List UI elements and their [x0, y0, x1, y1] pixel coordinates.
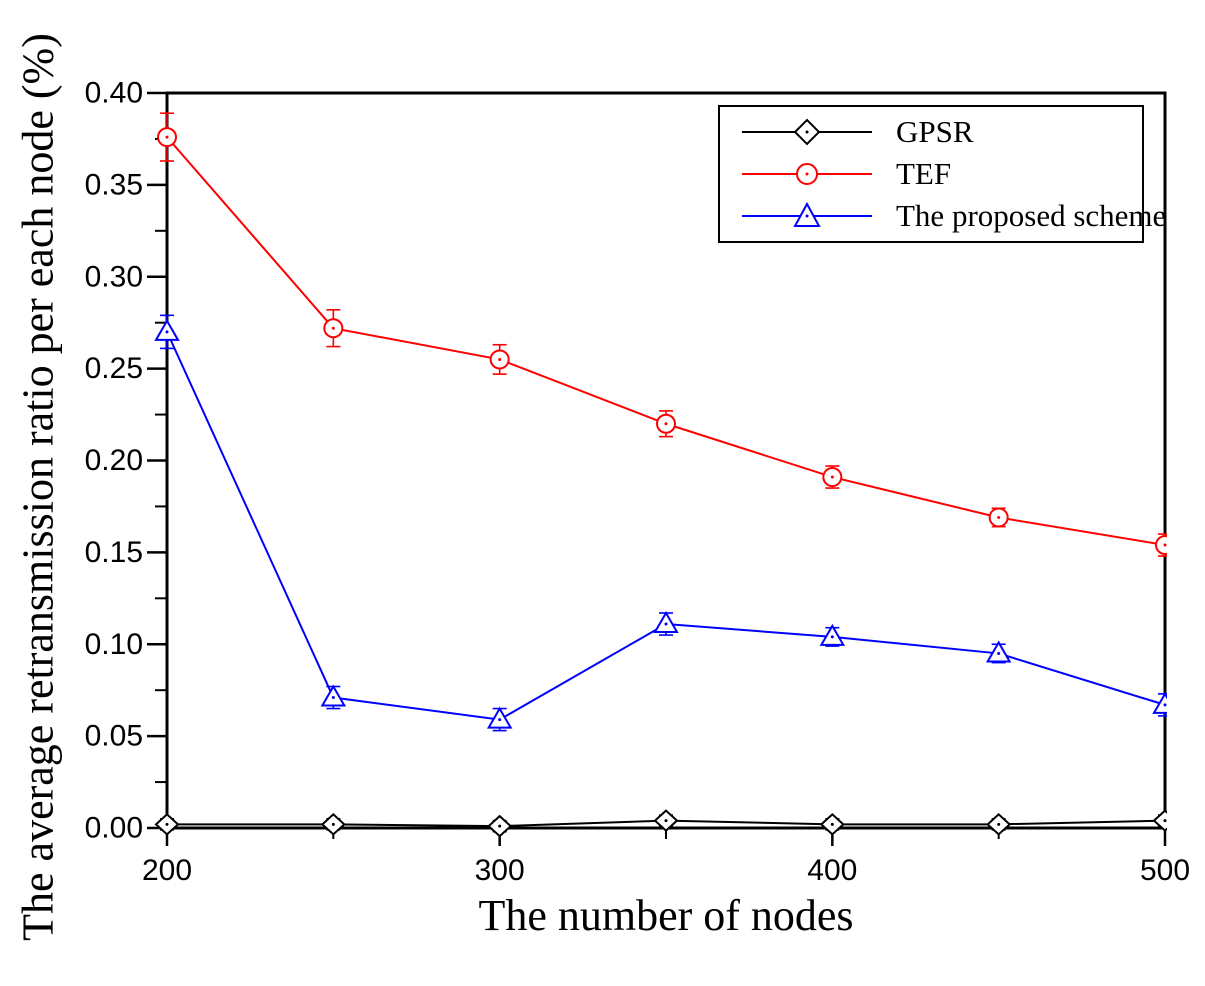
- y-tick-label: 0.35: [85, 168, 143, 201]
- legend-item-proposed: The proposed scheme: [740, 196, 1166, 236]
- marker-center-dot: [498, 357, 502, 361]
- marker-center-dot: [664, 819, 668, 823]
- y-tick-label: 0.25: [85, 352, 143, 385]
- diamond-marker: [1152, 809, 1167, 833]
- marker-center-dot: [997, 515, 1001, 519]
- series-line: [166, 331, 1166, 721]
- y-tick-label: 0.30: [85, 260, 143, 293]
- marker-center-dot: [331, 326, 335, 330]
- y-tick-label: 0.05: [85, 720, 143, 753]
- triangle-marker: [1152, 691, 1167, 714]
- legend-sample-gpsr: [742, 118, 872, 146]
- marker-center-dot: [830, 475, 834, 479]
- marker-center-dot: [664, 622, 668, 626]
- marker-center-dot: [165, 822, 169, 826]
- x-tick-label: 500: [1140, 854, 1190, 887]
- circle-marker: [1155, 535, 1167, 556]
- x-tick-label: 300: [475, 854, 525, 887]
- y-tick-label: 0.10: [85, 628, 143, 661]
- marker-center-dot: [997, 822, 1001, 826]
- y-tick-label: 0.20: [85, 444, 143, 477]
- legend-label-gpsr: GPSR: [896, 114, 974, 149]
- marker-center-dot: [1163, 543, 1167, 547]
- legend: GPSR TEF The proposed scheme: [718, 105, 1166, 243]
- y-tick-label: 0.40: [85, 77, 143, 110]
- x-axis-title: The number of nodes: [478, 891, 854, 940]
- legend-item-tef: TEF: [740, 154, 1142, 194]
- x-tick-label: 200: [142, 854, 192, 887]
- marker-center-dot: [830, 822, 834, 826]
- y-tick-label: 0.15: [85, 536, 143, 569]
- marker-center-dot: [805, 172, 809, 176]
- series-gpsr: [154, 809, 1167, 838]
- marker-center-dot: [331, 696, 335, 700]
- marker-center-dot: [165, 330, 169, 334]
- legend-sample-tef: [742, 163, 872, 185]
- legend-label-tef: TEF: [896, 156, 952, 191]
- series-tef: [157, 112, 1167, 557]
- marker-center-dot: [805, 130, 809, 134]
- marker-center-dot: [997, 651, 1001, 655]
- y-tick-label: 0.00: [85, 812, 143, 845]
- legend-item-gpsr: GPSR: [740, 112, 1142, 152]
- marker-center-dot: [498, 718, 502, 722]
- marker-center-dot: [1163, 703, 1167, 707]
- marker-center-dot: [805, 214, 809, 218]
- marker-center-dot: [498, 824, 502, 828]
- series-the-proposed-scheme: [154, 314, 1167, 732]
- marker-center-dot: [1163, 819, 1167, 823]
- legend-label-proposed: The proposed scheme: [896, 198, 1167, 233]
- marker-center-dot: [830, 635, 834, 639]
- marker-center-dot: [165, 135, 169, 139]
- legend-sample-proposed: [742, 201, 872, 227]
- x-tick-label: 400: [807, 854, 857, 887]
- marker-center-dot: [664, 422, 668, 426]
- marker-center-dot: [331, 822, 335, 826]
